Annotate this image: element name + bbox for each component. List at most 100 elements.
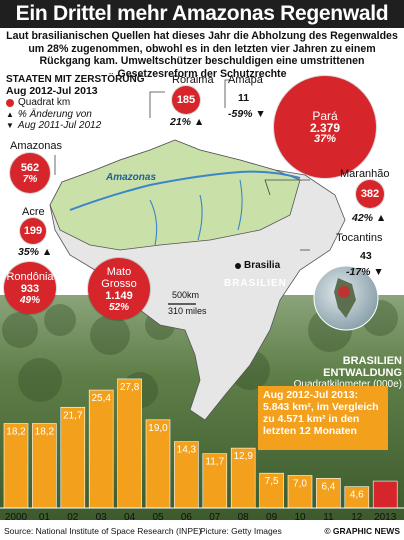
canopy-texture (2, 300, 398, 408)
x-tick-label: 03 (96, 512, 108, 520)
x-tick-label: 05 (152, 512, 164, 520)
legend-area-label: Quadrat km (18, 97, 71, 108)
bar-value-label: 21,7 (63, 410, 83, 421)
x-tick-label: 02 (67, 512, 79, 520)
state-value-amapa: 11 (238, 92, 250, 104)
bar-2013 (372, 480, 398, 509)
state-change: 21% (170, 116, 192, 128)
state-bubble-para: Pará 2.379 37% (274, 76, 376, 178)
state-bubble-amazonas: 562 7% (10, 153, 50, 193)
state-change: 7% (22, 173, 38, 185)
page-subtitle: Laut brasilianischen Quellen hat dieses … (6, 30, 398, 80)
country-label: BRASILIEN (224, 278, 287, 289)
bar-value-label: 7,5 (265, 476, 279, 487)
state-label-amazonas: Amazonas (10, 140, 62, 152)
state-change: 52% (108, 301, 129, 313)
x-tick-label: 12 (351, 512, 363, 520)
map-legend: Staaten mit Zerstörung Aug 2012-Jul 2013… (6, 74, 146, 132)
state-change: 49% (19, 294, 40, 306)
picture-credit: Picture: Getty Images (200, 526, 282, 536)
state-change-amapa: -59% ▼ (228, 108, 266, 120)
state-change: 37% (313, 132, 337, 145)
state-change-maranhao: 42% ▲ (352, 212, 387, 224)
state-bubble-mato-grosso: Mato Grosso 1.149 52% (88, 258, 150, 320)
capital-label: Brasilia (244, 260, 281, 271)
x-tick-label: 01 (39, 512, 51, 520)
page-title: Ein Drittel mehr Amazonas Regenwald zers… (0, 0, 404, 53)
callout-box: Aug 2012-Jul 2013: 5.843 km², im Verglei… (258, 386, 388, 450)
bar-09 (259, 472, 284, 509)
x-tick-label: 07 (209, 512, 221, 520)
north-states-region (49, 139, 301, 251)
state-change: -59% (228, 108, 253, 120)
bar-04 (117, 378, 142, 509)
state-value: 562 (20, 161, 40, 174)
state-name: Rondônia (6, 270, 54, 283)
bar-value-label: 25,4 (91, 393, 111, 404)
triangle-down-icon: ▼ (6, 121, 14, 130)
legend-title: Staaten mit Zerstörung (6, 74, 145, 85)
state-label-tocantins: Tocantins (336, 232, 383, 244)
x-tick-label: 06 (181, 512, 193, 520)
state-value: 2.379 (309, 120, 341, 135)
triangle-up-icon: ▲ (6, 109, 14, 119)
chart-subtitle: Quadratkilometer (000e) (293, 379, 402, 390)
state-change: 42% (352, 212, 374, 224)
bar-value-label: 6,4 (321, 481, 335, 492)
state-bubble-maranhao: 382 (356, 180, 384, 208)
state-bubble-acre: 199 (20, 218, 46, 244)
bar-value-label: 7,0 (293, 479, 307, 490)
state-value-tocantins: 43 (360, 250, 372, 262)
bar-11 (316, 477, 341, 509)
bar-value-label: 27,8 (120, 382, 140, 393)
state-label-roraima: Roraima (172, 74, 214, 86)
brand-credit: © GRAPHIC NEWS (324, 526, 400, 536)
amazonas-river (69, 170, 301, 211)
map-water-bodies (149, 179, 243, 246)
source-credit: Source: National Institute of Space Rese… (4, 526, 202, 536)
bar-value-label: 4,6 (350, 490, 364, 501)
bar-03 (88, 389, 114, 509)
state-change-roraima: 21% ▲ (170, 116, 205, 128)
legend-period: Aug 2012-Jul 2013 (6, 84, 98, 97)
state-label-maranhao: Maranhão (340, 168, 390, 180)
river-label: Amazonas (106, 172, 157, 183)
footer: Source: National Institute of Space Rese… (0, 520, 404, 540)
legend-period-label: Aug 2011-Jul 2012 (17, 120, 102, 131)
state-change: -17% (346, 266, 371, 278)
red-dot-icon (6, 98, 14, 107)
x-tick-label: 2013 (374, 512, 397, 520)
bar-02 (60, 406, 86, 509)
x-tick-label: 10 (294, 512, 306, 520)
scale-km: 500km (172, 290, 200, 300)
scale-miles: 310 miles (168, 306, 207, 316)
x-tick-label: 11 (323, 512, 334, 520)
state-bubble-roraima: 185 (172, 86, 200, 114)
state-value: 382 (360, 188, 380, 200)
chart-title-block: Brasilien Entwaldung Quadratkilometer (0… (268, 355, 402, 391)
x-tick-label: 04 (124, 512, 136, 520)
bar-06 (174, 441, 199, 509)
x-tick-label: 2000 (5, 512, 28, 520)
bar-value-label: 19,0 (148, 423, 168, 434)
state-name: Pará (312, 108, 338, 123)
bar-value-label: 14,3 (177, 445, 197, 456)
x-tick-label: 09 (266, 512, 278, 520)
locator-highlight (338, 286, 350, 298)
bar-value-label: 18,2 (35, 427, 55, 438)
state-name: Mato Grosso (101, 265, 137, 290)
bar-value-label: 11,7 (205, 457, 224, 468)
state-label-amapa: Amapá (228, 74, 263, 86)
state-bubble-rondonia: Rondônia 933 49% (4, 262, 56, 314)
state-value: 933 (20, 282, 40, 295)
state-change-acre: 35% ▲ (18, 246, 53, 258)
bar-08 (230, 447, 256, 509)
bar-value-label: 12,9 (233, 451, 253, 462)
locator-continent (334, 278, 356, 318)
chart-title: Brasilien Entwaldung (323, 355, 402, 379)
bar-05 (145, 419, 171, 509)
state-change-tocantins: -17% ▼ (346, 266, 384, 278)
deforestation-bar-chart: 18,2 2000 18,2 01 21,7 02 25,4 03 27,8 04 19,0 05 14… (0, 378, 404, 520)
